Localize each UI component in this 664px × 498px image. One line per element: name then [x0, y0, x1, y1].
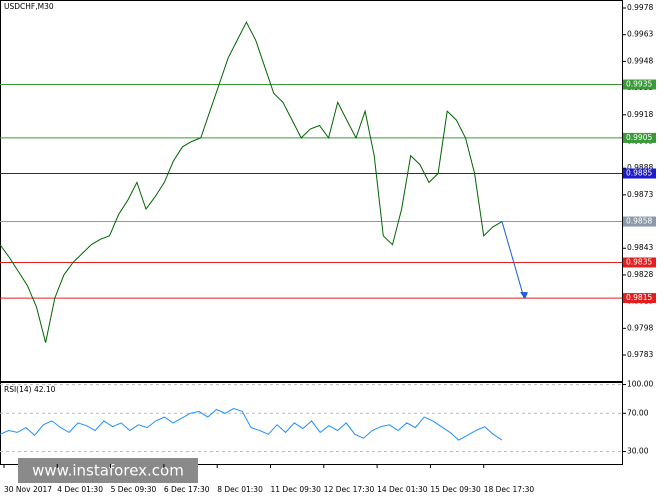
watermark-box [18, 458, 198, 483]
y-tick-label: 0.9888 [627, 163, 653, 172]
y-tick-label: 30.00 [627, 447, 649, 456]
x-tick-label: 14 Dec 01:30 [377, 485, 428, 494]
y-tick-label: 70.00 [627, 408, 649, 417]
watermark: www.instaforex.com [32, 462, 184, 480]
level-box [623, 79, 656, 90]
y-tick-label: 0.9918 [627, 110, 653, 119]
level-box [623, 257, 656, 268]
y-tick-label: 0.9783 [627, 350, 653, 359]
y-tick-label: 0.9798 [627, 323, 653, 332]
y-tick-label: 0.9978 [627, 3, 653, 12]
level-label: 0.9858 [626, 217, 652, 226]
level-box [623, 168, 656, 179]
y-tick-label: 100.00 [627, 380, 653, 389]
x-tick-label: 15 Dec 09:30 [430, 485, 481, 494]
x-tick-label: 18 Dec 17:30 [484, 485, 535, 494]
x-tick-label: 12 Dec 17:30 [324, 485, 375, 494]
series-line [0, 21, 503, 343]
level-box [623, 216, 656, 227]
x-tick-label: 8 Dec 01:30 [217, 485, 263, 494]
level-box [623, 132, 656, 143]
rsi-title: RSI(14) 42.10 [4, 385, 56, 394]
y-tick-label: 0.9873 [627, 190, 653, 199]
x-tick-label: 6 Dec 17:30 [164, 485, 210, 494]
y-tick-label: 0.9828 [627, 270, 653, 279]
level-label: 0.9935 [626, 80, 652, 89]
level-label: 0.9885 [626, 169, 652, 178]
y-tick-label: 0.9843 [627, 243, 653, 252]
x-tick-label: 5 Dec 09:30 [111, 485, 157, 494]
y-tick-label: 0.9963 [627, 30, 653, 39]
level-box [623, 293, 656, 304]
x-tick-label: 11 Dec 09:30 [271, 485, 322, 494]
forecast-arrow [501, 221, 525, 299]
x-tick-label: 30 Nov 2017 [4, 485, 52, 494]
price-frame [0, 0, 623, 382]
level-label: 0.9905 [626, 133, 652, 142]
y-tick-label: 0.9948 [627, 56, 653, 65]
x-tick-label: 4 Dec 01:30 [57, 485, 103, 494]
level-label: 0.9835 [626, 257, 652, 266]
rsi-frame [0, 382, 623, 465]
chart-title: USDCHF,M30 [4, 2, 54, 11]
level-label: 0.9815 [626, 293, 652, 302]
forecast-arrowhead [520, 292, 528, 300]
series-line [0, 407, 503, 441]
